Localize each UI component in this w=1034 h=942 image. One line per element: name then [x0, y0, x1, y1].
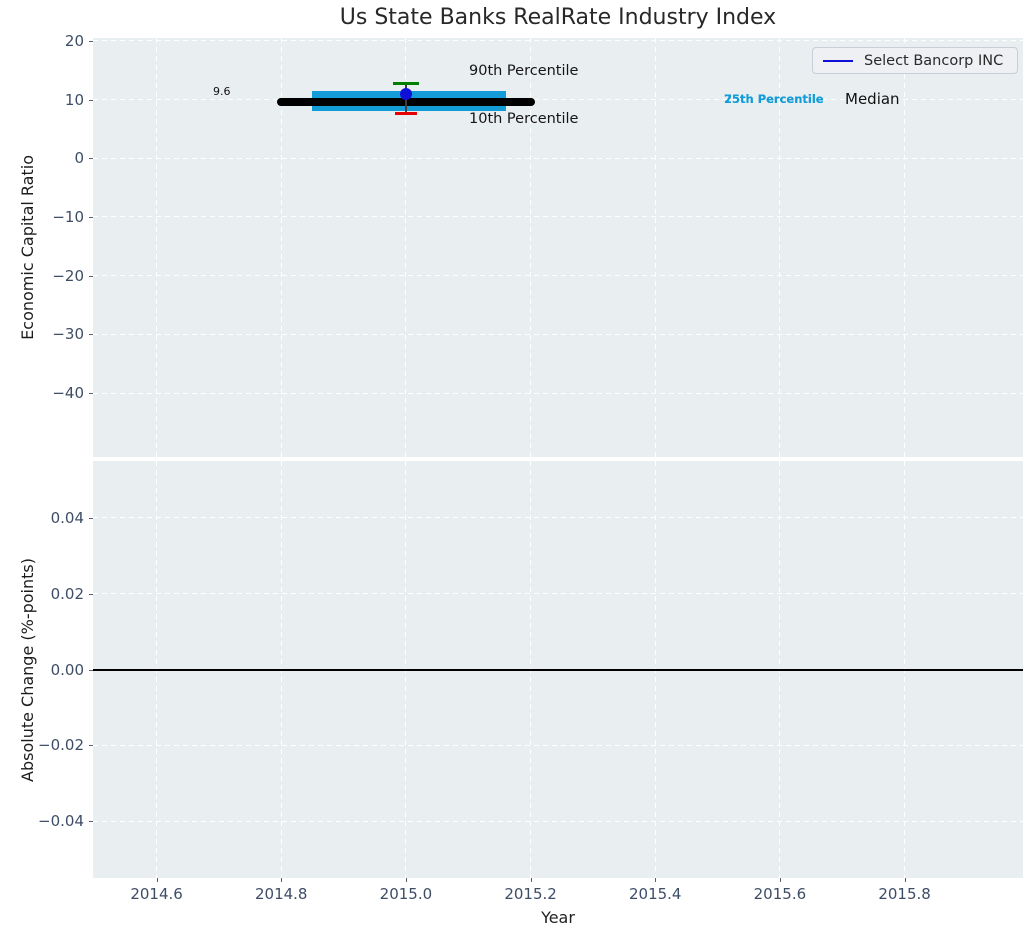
y-tick-mark: [89, 158, 93, 160]
legend[interactable]: Select Bancorp INC: [812, 47, 1018, 74]
gridline-vertical: [530, 38, 532, 457]
p25-percentile-annotation: 25th Percentile: [724, 92, 824, 106]
x-tick-mark: [156, 878, 158, 882]
y-tick-label: 0.00: [50, 660, 84, 679]
y-tick-label: −40: [52, 384, 84, 403]
x-tick-label: 2015.6: [753, 885, 807, 903]
gridline-horizontal: [93, 157, 1023, 159]
gridline-vertical: [156, 38, 158, 457]
x-tick-label: 2015.8: [878, 885, 931, 903]
y-tick-mark: [89, 40, 93, 42]
gridline-horizontal: [93, 216, 1023, 218]
y-tick-label: −0.02: [38, 736, 84, 755]
median-annotation: Median: [845, 90, 900, 108]
y-tick-mark: [89, 669, 93, 671]
y-tick-mark: [89, 99, 93, 101]
gridline-vertical: [280, 38, 282, 457]
gridline-vertical: [654, 38, 656, 457]
gridline-horizontal: [93, 593, 1023, 595]
x-tick-mark: [779, 878, 781, 882]
gridline-vertical: [904, 38, 906, 457]
company-point: [399, 87, 412, 100]
y-tick-label: 0: [74, 149, 84, 168]
p10-percentile-annotation: 10th Percentile: [469, 111, 579, 127]
x-tick-mark: [405, 878, 407, 882]
y-tick-mark: [89, 821, 93, 823]
legend-label: Select Bancorp INC: [864, 52, 1004, 69]
y-tick-mark: [89, 517, 93, 519]
gridline-horizontal: [93, 275, 1023, 277]
p75-percentile-annotation: 75th Percentile: [724, 92, 824, 106]
x-tick-label: 2014.6: [130, 885, 183, 903]
gridline-horizontal: [93, 392, 1023, 394]
chart-title: Us State Banks RealRate Industry Index: [339, 5, 777, 30]
top-axes-plot-area: [93, 38, 1023, 457]
y-tick-mark: [89, 393, 93, 395]
x-tick-label: 2015.0: [379, 885, 433, 903]
legend-line-sample: [823, 59, 853, 62]
x-axis-label: Year: [541, 908, 575, 927]
x-tick-label: 2014.8: [254, 885, 308, 903]
y-tick-mark: [89, 275, 93, 277]
gridline-horizontal: [93, 517, 1023, 519]
y-tick-mark: [89, 593, 93, 595]
bottom-axes-plot-area: [93, 461, 1023, 878]
gridline-horizontal: [93, 99, 1023, 101]
gridline-horizontal: [93, 40, 1023, 42]
top-y-axis-label: Economic Capital Ratio: [17, 155, 37, 340]
y-tick-label: 0.02: [50, 584, 84, 603]
p90-percentile-annotation: 90th Percentile: [469, 63, 579, 79]
gridline-horizontal: [93, 333, 1023, 335]
y-tick-mark: [89, 745, 93, 747]
y-tick-label: −10: [52, 207, 84, 226]
y-tick-label: −0.04: [38, 812, 84, 831]
x-tick-mark: [904, 878, 906, 882]
y-tick-label: 10: [64, 90, 84, 109]
x-tick-mark: [655, 878, 657, 882]
median-value-annotation: 9.6: [213, 85, 231, 98]
gridline-vertical: [405, 38, 407, 457]
y-tick-label: 20: [64, 31, 84, 50]
y-tick-label: 0.04: [50, 508, 84, 527]
x-tick-label: 2015.4: [628, 885, 682, 903]
x-tick-mark: [530, 878, 532, 882]
gridline-horizontal: [93, 820, 1023, 822]
y-tick-label: −20: [52, 266, 84, 285]
gridline-horizontal: [93, 744, 1023, 746]
zero-line: [93, 668, 1023, 671]
gridline-vertical: [779, 38, 781, 457]
p10-cap: [394, 111, 417, 115]
x-tick-mark: [281, 878, 283, 882]
y-tick-mark: [89, 216, 93, 218]
x-tick-label: 2015.2: [504, 885, 557, 903]
y-tick-label: −30: [52, 325, 84, 344]
p90-cap: [392, 81, 419, 85]
y-tick-mark: [89, 334, 93, 336]
